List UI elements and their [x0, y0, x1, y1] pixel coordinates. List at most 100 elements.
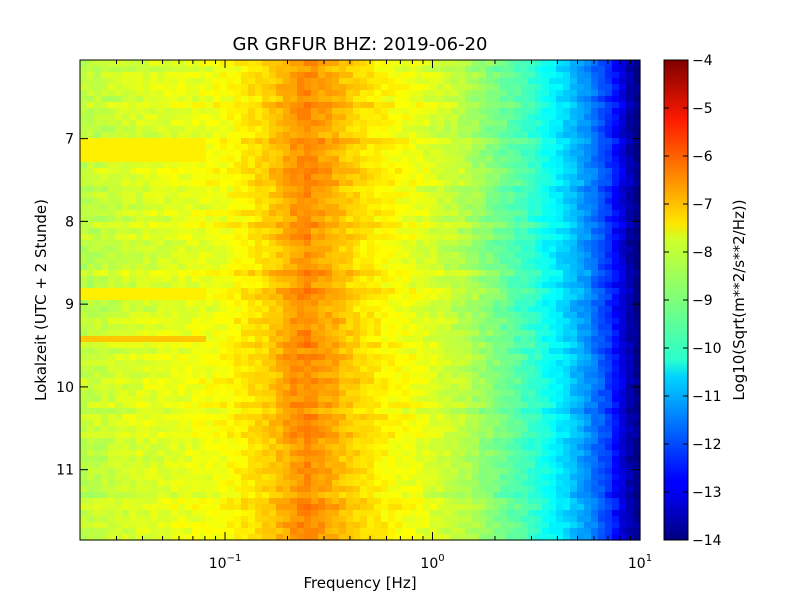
heatmap-cell: [374, 216, 382, 223]
heatmap-cell: [94, 72, 102, 79]
heatmap-cell: [521, 120, 529, 127]
heatmap-cell: [87, 234, 95, 241]
heatmap-cell: [514, 114, 522, 121]
heatmap-cell: [339, 420, 347, 427]
heatmap-cell: [115, 378, 123, 385]
heatmap-cell: [563, 216, 571, 223]
heatmap-cell: [290, 102, 298, 109]
heatmap-cell: [570, 102, 578, 109]
heatmap-cell: [521, 210, 529, 217]
heatmap-cell: [479, 96, 487, 103]
heatmap-cell: [444, 156, 452, 163]
heatmap-cell: [535, 300, 543, 307]
heatmap-cell: [626, 114, 634, 121]
heatmap-cell: [409, 414, 417, 421]
heatmap-cell: [94, 114, 102, 121]
heatmap-cell: [465, 150, 473, 157]
heatmap-cell: [255, 306, 263, 313]
heatmap-cell: [374, 180, 382, 187]
heatmap-cell: [234, 162, 242, 169]
heatmap-cell: [178, 306, 186, 313]
heatmap-cell: [563, 114, 571, 121]
heatmap-cell: [430, 306, 438, 313]
heatmap-cell: [192, 258, 200, 265]
heatmap-cell: [500, 60, 508, 67]
heatmap-cell: [395, 336, 403, 343]
heatmap-cell: [80, 234, 88, 241]
heatmap-cell: [325, 156, 333, 163]
heatmap-cell: [213, 252, 221, 259]
heatmap-cell: [465, 138, 473, 145]
heatmap-cell: [598, 300, 606, 307]
heatmap-cell: [220, 276, 228, 283]
heatmap-cell: [535, 198, 543, 205]
heatmap-cell: [262, 306, 270, 313]
heatmap-cell: [115, 402, 123, 409]
heatmap-cell: [430, 114, 438, 121]
heatmap-cell: [556, 384, 564, 391]
heatmap-cell: [598, 342, 606, 349]
heatmap-cell: [325, 372, 333, 379]
heatmap-cell: [185, 330, 193, 337]
heatmap-cell: [458, 78, 466, 85]
heatmap-cell: [213, 240, 221, 247]
heatmap-cell: [178, 66, 186, 73]
heatmap-cell: [276, 144, 284, 151]
heatmap-cell: [276, 150, 284, 157]
heatmap-cell: [185, 84, 193, 91]
heatmap-cell: [528, 90, 536, 97]
heatmap-cell: [353, 336, 361, 343]
heatmap-cell: [528, 186, 536, 193]
heatmap-cell: [199, 348, 207, 355]
heatmap-cell: [122, 300, 130, 307]
heatmap-cell: [325, 408, 333, 415]
heatmap-cell: [185, 324, 193, 331]
heatmap-cell: [591, 348, 599, 355]
heatmap-cell: [388, 330, 396, 337]
heatmap-cell: [290, 282, 298, 289]
heatmap-cell: [444, 336, 452, 343]
heatmap-cell: [444, 114, 452, 121]
heatmap-cell: [563, 318, 571, 325]
heatmap-cell: [290, 114, 298, 121]
heatmap-cell: [437, 96, 445, 103]
heatmap-cell: [423, 240, 431, 247]
heatmap-cell: [430, 258, 438, 265]
heatmap-cell: [591, 282, 599, 289]
heatmap-cell: [164, 258, 172, 265]
heatmap-cell: [598, 228, 606, 235]
heatmap-cell: [276, 186, 284, 193]
heatmap-cell: [535, 396, 543, 403]
heatmap-cell: [164, 198, 172, 205]
heatmap-cell: [248, 78, 256, 85]
heatmap-cell: [430, 102, 438, 109]
heatmap-cell: [199, 180, 207, 187]
heatmap-cell: [374, 78, 382, 85]
heatmap-cell: [402, 102, 410, 109]
heatmap-cell: [633, 318, 641, 325]
heatmap-cell: [164, 78, 172, 85]
heatmap-cell: [199, 72, 207, 79]
heatmap-cell: [360, 288, 368, 295]
heatmap-cell: [185, 66, 193, 73]
heatmap-cell: [115, 288, 123, 295]
heatmap-cell: [297, 156, 305, 163]
heatmap-cell: [346, 276, 354, 283]
heatmap-cell: [360, 360, 368, 367]
heatmap-cell: [199, 342, 207, 349]
heatmap-cell: [507, 60, 515, 67]
heatmap-cell: [542, 264, 550, 271]
heatmap-cell: [115, 180, 123, 187]
heatmap-cell: [444, 204, 452, 211]
heatmap-cell: [178, 84, 186, 91]
heatmap-cell: [206, 222, 214, 229]
heatmap-cell: [458, 264, 466, 271]
heatmap-cell: [136, 426, 144, 433]
heatmap-cell: [248, 354, 256, 361]
heatmap-cell: [472, 420, 480, 427]
heatmap-cell: [353, 102, 361, 109]
heatmap-cell: [556, 252, 564, 259]
heatmap-cell: [493, 360, 501, 367]
heatmap-cell: [185, 318, 193, 325]
heatmap-cell: [416, 144, 424, 151]
